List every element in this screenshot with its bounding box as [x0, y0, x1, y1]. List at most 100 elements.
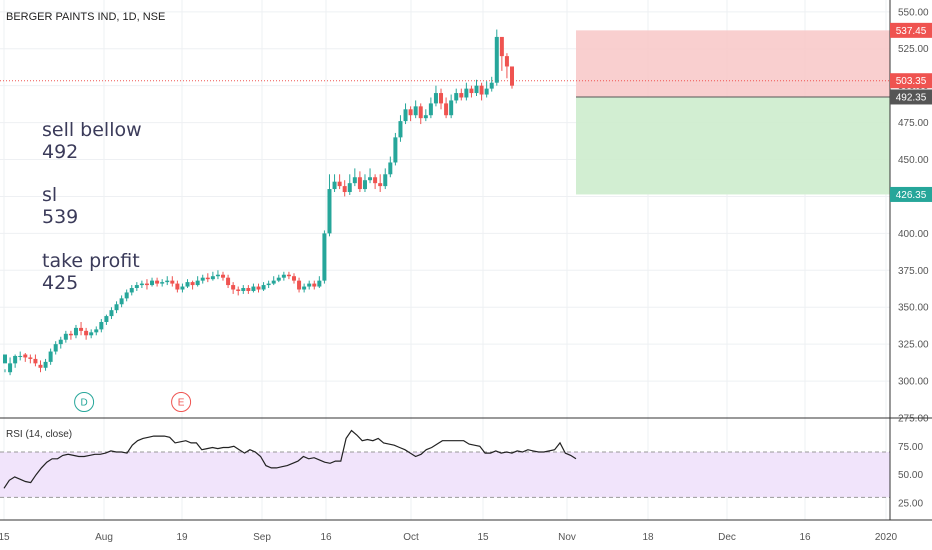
candle-body — [215, 274, 220, 277]
price-tick-label: 475.00 — [898, 118, 929, 129]
price-badge-text: 426.35 — [896, 190, 927, 201]
candle-body — [327, 189, 332, 234]
candle-body — [489, 82, 494, 89]
candle-body — [332, 181, 337, 190]
candle-body — [236, 289, 241, 291]
price-badge — [890, 89, 932, 105]
time-tick-label: 15 — [477, 532, 489, 543]
price-badge — [890, 186, 932, 202]
candle-body — [291, 276, 296, 281]
price-tick-label: 325.00 — [898, 340, 929, 351]
candle-body — [241, 288, 246, 291]
candle-body — [266, 283, 271, 286]
candle-body — [175, 283, 180, 290]
candle-body — [48, 351, 53, 362]
time-tick-label: Sep — [253, 532, 271, 543]
candle-body — [347, 183, 352, 193]
note-tp-label: take profit — [42, 250, 140, 272]
candle-body — [413, 106, 418, 116]
candle-body — [271, 280, 276, 284]
candle-body — [3, 354, 7, 364]
candle-body — [68, 333, 73, 336]
candle-body — [317, 280, 322, 287]
candle-body — [114, 304, 119, 311]
price-tick-label: 450.00 — [898, 155, 929, 166]
time-tick-label: Oct — [403, 532, 419, 543]
candle-body — [63, 333, 68, 340]
time-tick-label: 2020 — [875, 532, 898, 543]
note-sell-label: sell bellow — [42, 119, 142, 141]
price-badge-text: 537.45 — [896, 26, 927, 37]
candle-body — [276, 277, 281, 281]
rsi-band — [0, 452, 890, 498]
candle-body — [510, 66, 514, 86]
candle-body — [469, 88, 474, 94]
candle-body — [165, 280, 170, 283]
time-tick-label: 19 — [176, 532, 188, 543]
price-tick-label: 300.00 — [898, 377, 929, 388]
candle-body — [53, 344, 58, 352]
candle-body — [428, 103, 433, 116]
event-marker-d — [74, 392, 95, 412]
candle-body — [256, 286, 261, 290]
price-tick-label: 400.00 — [898, 229, 929, 240]
price-badge — [890, 22, 932, 38]
candle-body — [494, 36, 499, 83]
candle-body — [210, 276, 215, 280]
time-tick-label: 16 — [799, 532, 811, 543]
candle-body — [261, 285, 266, 290]
candle-body — [433, 93, 438, 104]
candle-body — [368, 177, 373, 181]
rsi-tick-label: 25.00 — [898, 499, 923, 510]
candle-body — [297, 280, 302, 290]
candle-body — [342, 186, 347, 193]
candle-body — [84, 330, 89, 336]
note-tp-value: 425 — [42, 272, 78, 294]
candle-body — [378, 183, 383, 187]
time-tick-label: Nov — [558, 532, 576, 543]
candle-body — [373, 177, 378, 184]
candle-body — [444, 103, 449, 116]
candle-body — [160, 282, 165, 284]
stop-loss-zone — [576, 30, 890, 97]
candle-body — [155, 280, 160, 284]
rsi-title: RSI (14, close) — [6, 429, 72, 440]
candle-body — [58, 339, 63, 345]
candle-body — [33, 358, 38, 364]
candle-body — [474, 85, 479, 94]
price-tick-label: 525.00 — [898, 44, 929, 55]
event-marker-e — [171, 392, 192, 412]
price-candles — [3, 29, 514, 376]
rsi-pane — [0, 429, 890, 498]
candle-body — [403, 109, 408, 122]
candle-body — [286, 274, 291, 277]
time-tick-label: 18 — [642, 532, 654, 543]
candle-body — [307, 283, 312, 287]
candle-body — [479, 85, 484, 95]
time-tick-label: 15 — [0, 532, 10, 543]
trade-notes: sell bellow 492 sl 539 take profit 425 — [42, 119, 142, 294]
candle-body — [94, 329, 99, 333]
candle-body — [144, 283, 149, 286]
price-badge — [890, 73, 932, 89]
candle-body — [418, 106, 423, 119]
candle-body — [398, 121, 403, 138]
candle-body — [499, 36, 504, 57]
note-sl-value: 539 — [42, 206, 78, 228]
candle-body — [221, 274, 226, 278]
candle-body — [13, 355, 18, 364]
candle-body — [28, 357, 33, 359]
price-tick-label: 350.00 — [898, 303, 929, 314]
candle-body — [393, 137, 398, 163]
rsi-tick-label: 75.00 — [898, 442, 923, 453]
candle-body — [124, 292, 129, 299]
candle-body — [423, 115, 428, 119]
candle-body — [357, 177, 362, 190]
candle-body — [180, 286, 185, 290]
candle-body — [79, 327, 84, 331]
candle-body — [119, 298, 124, 305]
candle-body — [454, 93, 459, 101]
